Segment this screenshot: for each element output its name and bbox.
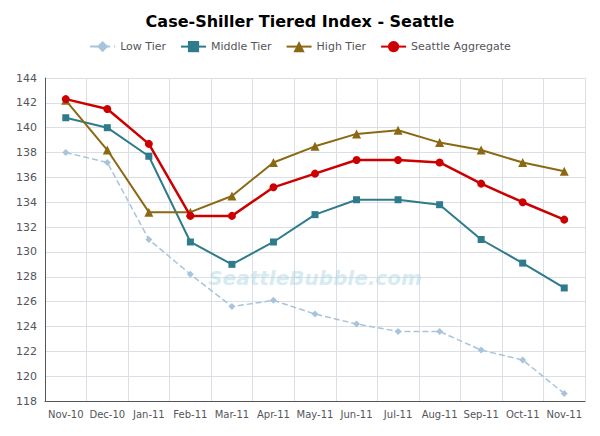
svg-text:Case-Shiller Tiered Index - Se: Case-Shiller Tiered Index - Seattle bbox=[146, 12, 455, 31]
svg-text:122: 122 bbox=[16, 345, 37, 358]
svg-text:SeattleBubble.com: SeattleBubble.com bbox=[208, 266, 422, 290]
svg-text:Dec-10: Dec-10 bbox=[89, 409, 125, 420]
svg-text:May-11: May-11 bbox=[297, 409, 334, 420]
svg-text:142: 142 bbox=[16, 96, 37, 109]
svg-text:130: 130 bbox=[16, 245, 37, 258]
svg-text:128: 128 bbox=[16, 270, 37, 283]
svg-text:Low Tier: Low Tier bbox=[120, 40, 166, 53]
svg-text:Nov-11: Nov-11 bbox=[546, 409, 582, 420]
svg-text:138: 138 bbox=[16, 146, 37, 159]
svg-text:Jan-11: Jan-11 bbox=[132, 409, 165, 420]
svg-text:Seattle Aggregate: Seattle Aggregate bbox=[411, 40, 511, 53]
svg-text:144: 144 bbox=[16, 72, 37, 85]
svg-text:Feb-11: Feb-11 bbox=[173, 409, 207, 420]
svg-text:Apr-11: Apr-11 bbox=[257, 409, 290, 420]
svg-text:124: 124 bbox=[16, 320, 37, 333]
svg-text:Nov-10: Nov-10 bbox=[48, 409, 84, 420]
svg-text:120: 120 bbox=[16, 370, 37, 383]
svg-text:Oct-11: Oct-11 bbox=[506, 409, 540, 420]
svg-text:118: 118 bbox=[16, 395, 37, 408]
svg-text:136: 136 bbox=[16, 171, 37, 184]
svg-text:140: 140 bbox=[16, 121, 37, 134]
svg-text:Middle Tier: Middle Tier bbox=[211, 40, 272, 53]
svg-text:Jun-11: Jun-11 bbox=[340, 409, 373, 420]
svg-text:Sep-11: Sep-11 bbox=[464, 409, 499, 420]
svg-text:Aug-11: Aug-11 bbox=[422, 409, 458, 420]
svg-text:134: 134 bbox=[16, 196, 37, 209]
svg-text:132: 132 bbox=[16, 221, 37, 234]
svg-text:126: 126 bbox=[16, 295, 37, 308]
svg-text:Jul-11: Jul-11 bbox=[383, 409, 412, 420]
svg-text:Mar-11: Mar-11 bbox=[215, 409, 250, 420]
svg-text:High Tier: High Tier bbox=[317, 40, 367, 53]
